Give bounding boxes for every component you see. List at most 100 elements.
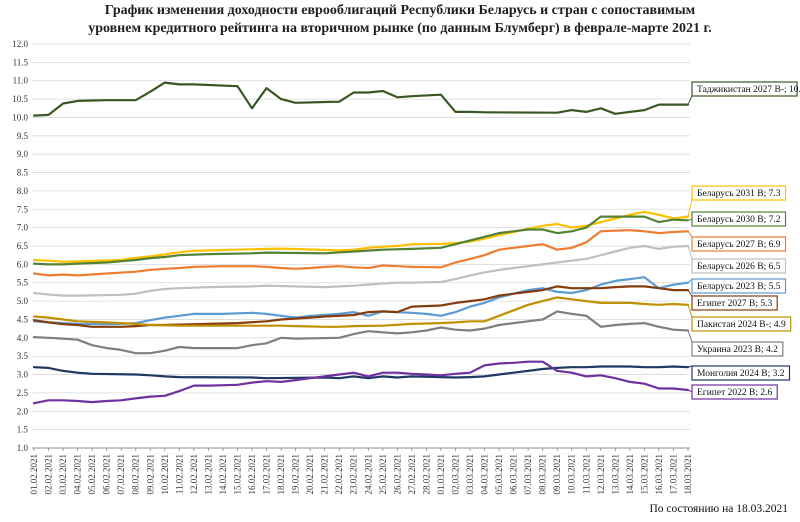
x-tick-label: 15.02.2021 (232, 454, 242, 495)
x-tick-label: 05.02.2021 (87, 454, 97, 495)
callout-leader (687, 231, 693, 238)
y-tick-label: 5.0 (17, 296, 29, 306)
x-tick-label: 06.02.2021 (102, 454, 112, 495)
callout-1: Беларусь 2031 B; 7.3 (687, 185, 787, 217)
callout-7: Пакистан 2024 B-; 4.9 (687, 304, 792, 332)
y-tick-label: 1.0 (17, 443, 29, 453)
y-tick-label: 10.5 (12, 94, 28, 104)
x-tick-label: 11.03.2021 (581, 454, 591, 494)
x-tick-label: 15.03.2021 (639, 454, 649, 495)
series-line-7 (32, 296, 690, 328)
y-tick-label: 3.5 (17, 351, 29, 361)
series-callouts: Таджикистан 2027 B-; 10.4 Беларусь 2031 B… (687, 81, 800, 400)
y-tick-label: 6.0 (17, 259, 29, 269)
x-tick-label: 27.02.2021 (407, 454, 417, 495)
y-tick-label: 8.0 (17, 186, 29, 196)
as-of-note: По состоянию на 18.03.2021 (649, 503, 788, 515)
x-tick-label: 08.02.2021 (131, 454, 141, 495)
y-tick-label: 9.5 (17, 131, 29, 141)
chart-title-line-2: уровнем кредитного рейтинга на вторичном… (88, 21, 712, 36)
y-tick-label: 4.5 (17, 314, 29, 324)
callout-leader (687, 304, 693, 318)
y-tick-label: 11.5 (13, 57, 29, 67)
x-tick-label: 14.02.2021 (218, 454, 228, 495)
x-tick-label: 16.02.2021 (247, 454, 257, 495)
x-tick-label: 06.03.2021 (509, 454, 519, 495)
callout-label: Таджикистан 2027 B-; 10.4 (697, 85, 800, 95)
callout-label: Беларусь 2027 B; 6.9 (697, 240, 781, 250)
x-tick-label: 19.02.2021 (291, 454, 301, 495)
y-tick-label: 3.0 (17, 370, 29, 380)
y-tick-label: 7.0 (17, 223, 29, 233)
callout-label: Египет 2027 B; 5.3 (697, 299, 772, 309)
callout-label: Беларусь 2026 B; 6.5 (697, 262, 781, 272)
callout-leader (687, 365, 693, 368)
x-tick-label: 04.02.2021 (73, 454, 83, 495)
callout-label: Беларусь 2030 B; 7.2 (697, 215, 781, 225)
callout-label: Монголия 2024 B; 3.2 (697, 369, 785, 379)
y-tick-labels: 1.0 1.5 2.0 2.5 3.0 3.5 4.0 4.5 5.0 5.5 6.0 6.5 7.0 7… (12, 39, 28, 453)
callout-box (691, 185, 787, 201)
callout-leader (687, 218, 693, 221)
x-tick-label: 18.02.2021 (276, 454, 286, 495)
callout-label: Египет 2022 B; 2.6 (697, 388, 772, 398)
callout-label: Украина 2023 B; 4.2 (697, 345, 778, 355)
callout-box (691, 81, 798, 97)
series-line-1 (32, 210, 690, 263)
x-tick-label: 16.03.2021 (654, 454, 664, 495)
callout-leader (687, 330, 693, 343)
x-tick-label: 08.03.2021 (538, 454, 548, 495)
callout-10: Египет 2022 B; 2.6 (687, 384, 778, 400)
y-tick-label: 2.0 (17, 406, 29, 416)
callout-label: Беларусь 2023 B; 5.5 (697, 282, 781, 292)
series-line-0 (32, 81, 690, 117)
x-tick-label: 23.02.2021 (349, 454, 359, 495)
x-tick-labels: 01.02.2021 02.02.2021 03.02.2021 04.02.2021… (29, 454, 693, 495)
callout-label: Беларусь 2031 B; 7.3 (697, 189, 781, 199)
callout-leader (687, 95, 693, 105)
x-tick-label: 12.03.2021 (596, 454, 606, 495)
x-tick-label: 07.03.2021 (523, 454, 533, 495)
x-tick-label: 18.03.2021 (683, 454, 693, 495)
series-line-3 (32, 229, 690, 277)
callout-box (691, 341, 784, 357)
y-tick-label: 10.0 (12, 112, 28, 122)
x-tick-label: 02.03.2021 (450, 454, 460, 495)
y-tick-label: 8.5 (17, 168, 29, 178)
axes (32, 447, 690, 451)
callout-4: Беларусь 2026 B; 6.5 (687, 245, 787, 274)
callout-8: Украина 2023 B; 4.2 (687, 330, 784, 357)
x-tick-label: 28.02.2021 (421, 454, 431, 495)
callout-0: Таджикистан 2027 B-; 10.4 (687, 81, 800, 105)
y-tick-label: 6.5 (17, 241, 29, 251)
callout-leader (687, 245, 693, 260)
x-tick-label: 17.03.2021 (668, 454, 678, 495)
callout-9: Монголия 2024 B; 3.2 (687, 365, 791, 381)
callout-box (691, 295, 778, 311)
x-tick-label: 25.02.2021 (378, 454, 388, 495)
callout-leader (687, 289, 693, 297)
series-line-6 (32, 285, 690, 328)
gridlines (32, 43, 690, 449)
callout-leader (687, 199, 693, 217)
callout-leader (687, 389, 693, 393)
callout-leader (687, 278, 693, 284)
series-line-2 (32, 215, 690, 266)
y-tick-label: 2.5 (17, 388, 29, 398)
x-tick-label: 01.03.2021 (436, 454, 446, 495)
x-tick-label: 03.02.2021 (58, 454, 68, 495)
x-tick-label: 10.02.2021 (160, 454, 170, 495)
y-tick-label: 7.5 (17, 204, 29, 214)
x-tick-label: 12.02.2021 (189, 454, 199, 495)
x-tick-label: 09.03.2021 (552, 454, 562, 495)
y-tick-label: 5.5 (17, 278, 29, 288)
chart-title-line-1: График изменения доходности еврооблигаци… (105, 3, 696, 18)
callout-box (691, 236, 787, 252)
series-lines (32, 81, 690, 405)
x-tick-label: 21.02.2021 (320, 454, 330, 495)
y-tick-label: 4.0 (17, 333, 29, 343)
callout-box (691, 365, 791, 381)
callout-box (691, 258, 787, 274)
